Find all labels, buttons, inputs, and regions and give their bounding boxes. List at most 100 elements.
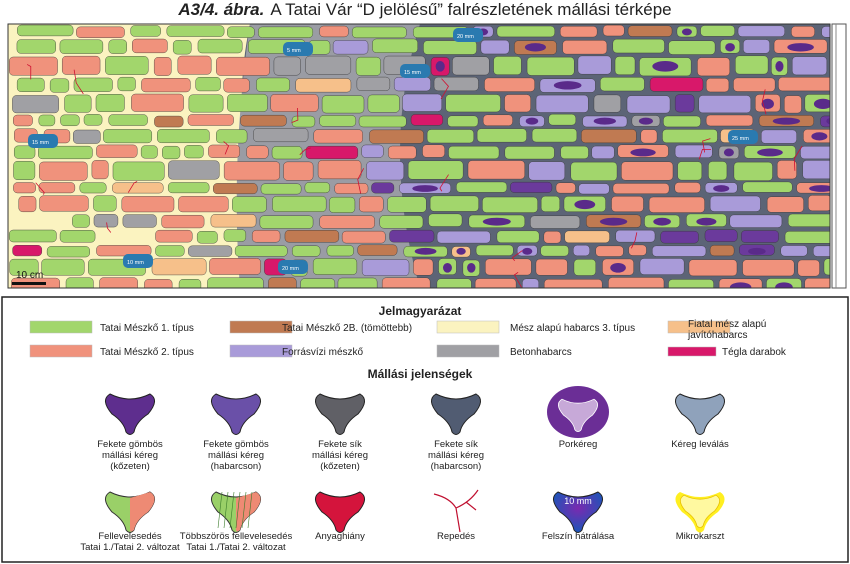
- stone: [122, 214, 157, 228]
- stone: [361, 259, 410, 276]
- stone: [493, 56, 522, 75]
- stone: [422, 144, 445, 158]
- phenomenon-label: Felszín hátrálása: [542, 531, 615, 542]
- stone: [663, 115, 701, 128]
- stone: [423, 40, 477, 55]
- stone: [467, 160, 525, 180]
- stone: [445, 94, 501, 113]
- stone: [802, 160, 830, 180]
- measurement-label: 20 mm: [457, 34, 474, 40]
- stone: [674, 182, 701, 194]
- phenomenon-label: Anyaghiány: [315, 531, 365, 542]
- stone: [153, 57, 172, 76]
- exfoliation-half: [236, 492, 261, 532]
- phenomenon-label: mállási kéreg: [102, 450, 158, 461]
- black-crust: [652, 61, 679, 72]
- stone: [83, 114, 103, 126]
- stone: [413, 258, 434, 276]
- black-crust: [761, 98, 774, 110]
- stone: [132, 38, 168, 54]
- legend-label: Fiatal mész alapú: [688, 319, 766, 330]
- recession-patch: [123, 254, 153, 268]
- crack: [223, 141, 230, 155]
- stone: [351, 26, 407, 39]
- stone: [611, 196, 644, 212]
- stone: [761, 129, 797, 144]
- stone: [357, 244, 398, 256]
- stone: [210, 214, 257, 228]
- map-frame: [7, 23, 831, 289]
- stone: [496, 25, 555, 38]
- stone: [729, 214, 783, 228]
- phenomenon-label: (habarcson): [431, 461, 482, 472]
- stone: [426, 129, 475, 144]
- exfoliation-line: [241, 491, 247, 529]
- stone: [358, 115, 407, 128]
- stone: [223, 161, 280, 181]
- stone: [260, 183, 302, 195]
- phenomenon-label: Mikrokarszt: [676, 531, 725, 542]
- stone: [154, 115, 184, 128]
- stone: [108, 39, 127, 54]
- stone: [475, 244, 514, 256]
- stone: [268, 277, 297, 288]
- stone: [270, 94, 319, 112]
- stone: [59, 39, 104, 54]
- stone: [332, 40, 369, 55]
- legend: Tatai Mészkő 1. típus Tatai Mészkő 2B. (t…: [29, 319, 787, 553]
- stone: [480, 39, 510, 55]
- stone: [577, 55, 612, 75]
- stone: [216, 129, 248, 144]
- stone: [155, 229, 193, 243]
- stone: [341, 230, 386, 244]
- stone: [312, 258, 358, 275]
- exfoliation-line: [223, 491, 229, 529]
- stone: [187, 114, 234, 126]
- stone: [540, 245, 569, 257]
- stone: [381, 277, 431, 288]
- stone: [528, 161, 566, 181]
- stone: [612, 183, 670, 194]
- black-crust: [681, 28, 692, 36]
- stone: [161, 215, 205, 229]
- black-crust: [772, 117, 801, 125]
- crack: [357, 168, 364, 194]
- phenomenon-label: Fekete gömbös: [97, 439, 163, 450]
- black-crust: [775, 61, 784, 72]
- stone: [103, 129, 152, 144]
- black-crust: [775, 282, 793, 288]
- legend-swatch: [229, 344, 293, 358]
- black-crust: [467, 262, 476, 273]
- stone: [305, 55, 352, 75]
- stone: [570, 161, 618, 181]
- black-crust: [757, 148, 783, 157]
- stone: [522, 278, 539, 288]
- stone: [162, 146, 181, 160]
- stone: [821, 26, 830, 38]
- stone: [820, 115, 830, 128]
- stone: [157, 129, 210, 143]
- crack: [26, 64, 32, 80]
- stone: [705, 114, 754, 127]
- black-crust: [522, 247, 533, 255]
- stone: [305, 145, 359, 160]
- stone: [292, 245, 321, 257]
- stone: [485, 258, 532, 276]
- measurement-label: 15 mm: [32, 140, 49, 146]
- stone: [573, 259, 596, 276]
- stone: [96, 144, 138, 158]
- stone: [9, 56, 58, 76]
- stone: [548, 113, 577, 126]
- phenomenon-label: Fekete sík: [318, 439, 362, 450]
- phenomenon-label: Kéreg leválás: [671, 439, 729, 450]
- stone: [709, 245, 735, 257]
- stone: [177, 55, 212, 75]
- crack: [630, 232, 638, 249]
- stone: [531, 128, 578, 143]
- stone: [91, 160, 109, 180]
- stone: [304, 182, 330, 194]
- phenomenon-label: Porkéreg: [559, 439, 598, 450]
- stone: [38, 145, 93, 160]
- crack: [698, 148, 712, 160]
